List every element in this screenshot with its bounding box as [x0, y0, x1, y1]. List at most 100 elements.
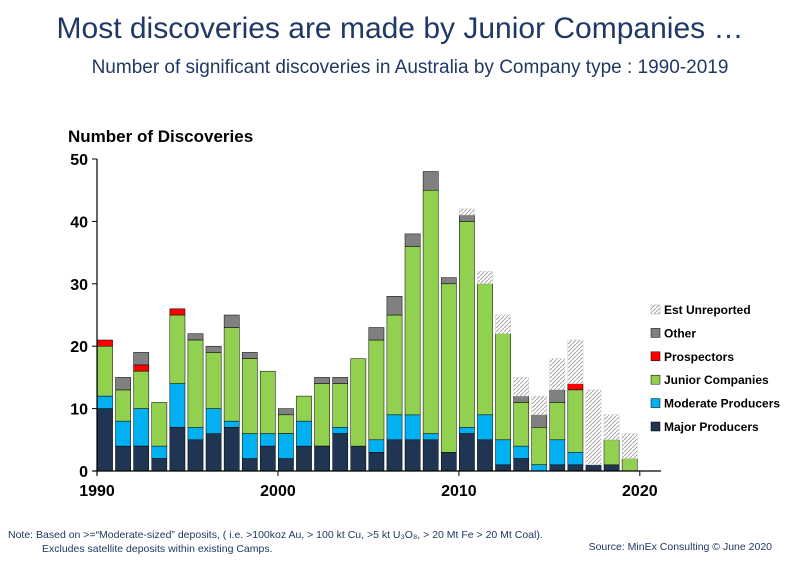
- x-tick-label-2010: 2010: [441, 483, 477, 500]
- bar-2012-major-producers: [495, 464, 511, 472]
- bar-2000-junior-companies: [278, 414, 294, 434]
- bar-1990-moderate-producers: [97, 395, 113, 409]
- bar-2019-junior-companies: [621, 458, 638, 472]
- bar-2008-junior-companies: [422, 189, 439, 434]
- bar-1996-other: [205, 345, 222, 353]
- footnote-line-2: Excludes satellite deposits within exist…: [42, 543, 273, 555]
- bar-2015-junior-companies: [549, 402, 566, 441]
- bar-2008-moderate-producers: [422, 433, 439, 441]
- bar-1999-moderate-producers: [259, 433, 276, 447]
- bar-1993-major-producers: [151, 458, 168, 472]
- y-tick-label-20: 20: [70, 339, 88, 356]
- bar-2006-other: [386, 296, 403, 316]
- bar-2014-junior-companies: [531, 427, 548, 465]
- bar-1990-major-producers: [97, 408, 113, 472]
- bar-2010-est-unreported: [459, 208, 475, 216]
- y-tick-label-0: 0: [79, 464, 88, 481]
- legend-background: [641, 296, 783, 442]
- bar-2019-est-unreported: [621, 433, 638, 459]
- legend-swatch-moderate-producers: [650, 398, 661, 408]
- legend-label-junior-companies: Junior Companies: [664, 373, 769, 387]
- bar-2002-junior-companies: [314, 383, 330, 447]
- legend: Est Unreported Other Prospectors Junior Com…: [641, 296, 783, 442]
- bar-1998-other: [241, 352, 258, 359]
- bar-1999-junior-companies: [259, 370, 276, 434]
- bar-2018-junior-companies: [603, 439, 620, 466]
- bar-2007-moderate-producers: [404, 414, 421, 441]
- legend-swatch-est-unreported: [650, 304, 661, 315]
- y-tick-label-40: 40: [70, 214, 88, 231]
- bar-1997-other: [223, 314, 240, 328]
- axes-group: 0 10 20 30 40 50 1990 2000 2010 2020: [70, 152, 661, 500]
- bar-2001-major-producers: [296, 445, 312, 472]
- bar-1992-other: [133, 352, 150, 366]
- bar-1996-major-producers: [205, 433, 222, 472]
- bar-2003-moderate-producers: [332, 427, 349, 434]
- bar-1997-major-producers: [223, 427, 240, 472]
- bar-1994-junior-companies: [169, 314, 186, 384]
- legend-swatch-junior-companies: [650, 374, 661, 385]
- bar-1996-moderate-producers: [205, 408, 222, 434]
- bar-2014-other: [531, 414, 548, 428]
- bar-2016-junior-companies: [567, 389, 584, 453]
- bar-2016-major-producers: [567, 464, 584, 472]
- bar-2007-junior-companies: [404, 246, 421, 416]
- bar-2018-est-unreported: [603, 414, 620, 441]
- bar-2002-other: [314, 377, 330, 384]
- bar-2011-moderate-producers: [477, 414, 493, 441]
- bar-1991-junior-companies: [115, 389, 131, 422]
- bar-2016-prospectors: [567, 383, 584, 391]
- legend-label-major-producers: Major Producers: [664, 420, 759, 434]
- discoveries-stacked-bar-chart: Number of Discoveries 0 10 20 30 40 50 1990 200…: [68, 127, 783, 500]
- bar-1991-major-producers: [115, 445, 131, 472]
- bar-1990-prospectors: [97, 339, 113, 347]
- bar-2005-major-producers: [368, 452, 385, 472]
- bar-2014-est-unreported: [531, 395, 548, 416]
- bar-2011-major-producers: [477, 439, 493, 472]
- x-tick-label-2000: 2000: [260, 483, 296, 500]
- bar-2017-est-unreported: [585, 389, 602, 466]
- bar-1998-moderate-producers: [241, 433, 258, 459]
- bar-2015-est-unreported: [549, 358, 566, 391]
- bar-2001-moderate-producers: [296, 420, 312, 447]
- bar-2000-other: [278, 408, 294, 416]
- legend-swatch-prospectors: [650, 351, 661, 362]
- bar-2015-moderate-producers: [549, 439, 566, 466]
- bar-2000-major-producers: [278, 458, 294, 472]
- page-title: Most discoveries are made by Junior Comp…: [56, 12, 744, 45]
- bar-2004-junior-companies: [350, 358, 367, 447]
- bar-2012-est-unreported: [495, 314, 511, 334]
- bar-2013-other: [513, 395, 530, 403]
- bar-1992-junior-companies: [133, 370, 150, 409]
- bar-2013-moderate-producers: [513, 445, 530, 459]
- bar-2010-major-producers: [459, 433, 475, 472]
- bar-1993-moderate-producers: [151, 445, 168, 459]
- bar-1991-other: [115, 377, 131, 391]
- bar-2009-major-producers: [440, 452, 457, 472]
- bar-2011-est-unreported: [477, 271, 493, 285]
- x-tick-label-1990: 1990: [79, 483, 115, 500]
- bar-1990-junior-companies: [97, 345, 113, 397]
- bar-2006-major-producers: [386, 439, 403, 472]
- legend-label-moderate-producers: Moderate Producers: [664, 397, 780, 411]
- bar-2015-other: [549, 389, 566, 403]
- source-credit: Source: MinEx Consulting © June 2020: [588, 541, 772, 553]
- bar-2011-junior-companies: [477, 283, 493, 416]
- legend-label-prospectors: Prospectors: [664, 350, 734, 364]
- legend-swatch-major-producers: [650, 421, 661, 432]
- bar-1992-moderate-producers: [133, 408, 150, 447]
- bar-2018-major-producers: [603, 464, 620, 472]
- legend-label-est-unreported: Est Unreported: [664, 303, 751, 317]
- legend-swatch-other: [650, 328, 661, 338]
- bar-2003-junior-companies: [332, 383, 349, 428]
- bar-2014-moderate-producers: [531, 464, 548, 472]
- legend-label-other: Other: [664, 326, 696, 340]
- bar-2016-moderate-producers: [567, 452, 584, 466]
- bar-2012-moderate-producers: [495, 439, 511, 466]
- y-tick-label-50: 50: [70, 152, 88, 169]
- bar-2004-major-producers: [350, 445, 367, 472]
- bar-2007-major-producers: [404, 439, 421, 472]
- bar-2012-junior-companies: [495, 333, 511, 441]
- bar-1993-junior-companies: [151, 402, 168, 447]
- bar-1998-major-producers: [241, 458, 258, 472]
